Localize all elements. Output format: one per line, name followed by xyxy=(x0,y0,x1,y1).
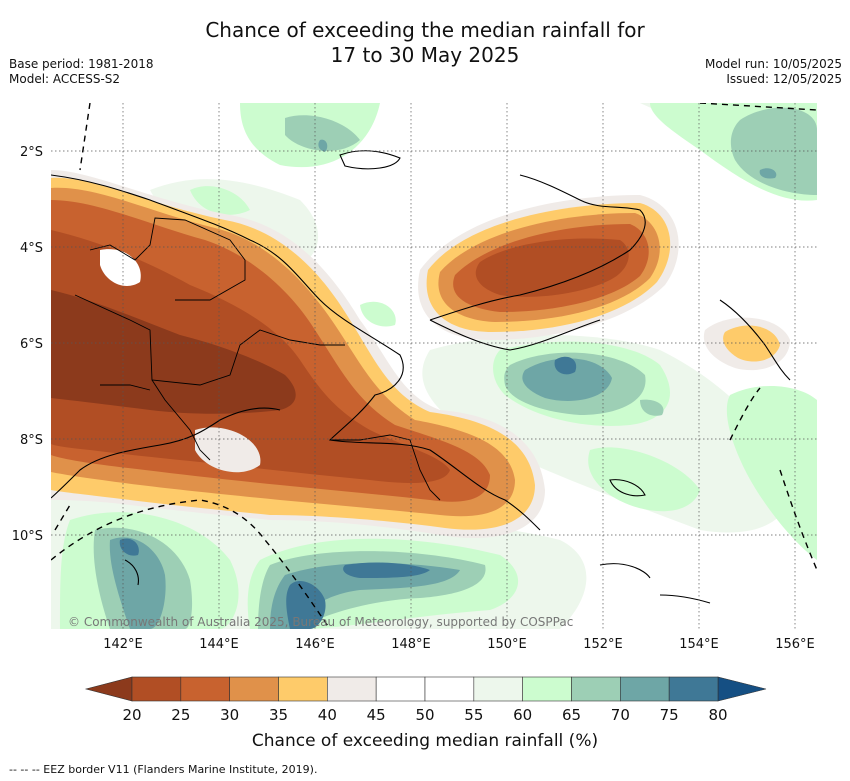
lon-label-150e: 150°E xyxy=(487,637,527,652)
colorbar-segment-25-30 xyxy=(180,676,230,702)
model-name: Model: ACCESS-S2 xyxy=(9,72,121,86)
lon-label-142e: 142°E xyxy=(103,637,143,652)
colorbar-tick-65: 65 xyxy=(562,706,581,724)
lon-label-144e: 144°E xyxy=(199,637,239,652)
lon-label-154e: 154°E xyxy=(679,637,719,652)
colorbar-segment-60-65 xyxy=(522,676,572,702)
lat-label-2s: 2°S xyxy=(20,145,43,160)
lat-label-4s: 4°S xyxy=(20,241,43,256)
eez-borders xyxy=(51,103,817,629)
contour-25-new-britain xyxy=(475,238,629,297)
contour-50-pocket xyxy=(100,249,141,286)
province-borders xyxy=(74,217,441,501)
colorbar-tick-70: 70 xyxy=(611,706,630,724)
colorbar-segment-30-35 xyxy=(229,676,279,702)
colorbar-segments xyxy=(131,676,719,702)
colorbar-tick-45: 45 xyxy=(367,706,386,724)
colorbar-tick-55: 55 xyxy=(464,706,483,724)
colorbar-segment-20-25 xyxy=(131,676,182,702)
contour-70-south xyxy=(109,537,461,629)
lat-label-10s: 10°S xyxy=(12,529,43,544)
lat-label-6s: 6°S xyxy=(20,337,43,352)
coastlines xyxy=(51,150,791,604)
colorbar-segment-55-60 xyxy=(473,676,523,702)
base-period: Base period: 1981-2018 xyxy=(9,57,154,71)
colorbar-segment-40-45 xyxy=(327,676,377,702)
colorbar-segment-70-75 xyxy=(620,676,670,702)
contour-40-bougainville xyxy=(723,325,780,362)
colorbar-segment-65-70 xyxy=(571,676,621,702)
colorbar-ticks: 20 25 30 35 40 45 50 55 60 65 70 75 80 xyxy=(122,706,727,724)
contour-65-north-east xyxy=(285,107,817,195)
colorbar-tick-20: 20 xyxy=(122,706,141,724)
longitude-labels: 142°E 144°E 146°E 148°E 150°E 152°E 154°… xyxy=(103,637,815,652)
colorbar-tick-25: 25 xyxy=(171,706,190,724)
latitude-labels: 2°S 4°S 6°S 8°S 10°S xyxy=(12,145,43,544)
contour-75-central xyxy=(554,356,577,375)
eez-legend: -- -- -- EEZ border V11 (Flanders Marine… xyxy=(9,763,318,776)
colorbar: 20 25 30 35 40 45 50 55 60 65 70 75 80 xyxy=(84,676,767,724)
contour-70-central xyxy=(522,358,612,401)
lon-label-146e: 146°E xyxy=(295,637,335,652)
model-run: Model run: 10/05/2025 xyxy=(704,57,842,71)
contour-55-north xyxy=(150,103,817,270)
colorbar-label: Chance of exceeding median rainfall (%) xyxy=(251,731,599,751)
title-line-2: 17 to 30 May 2025 xyxy=(330,43,520,67)
lon-label-152e: 152°E xyxy=(583,637,623,652)
colorbar-tick-75: 75 xyxy=(660,706,679,724)
colorbar-over-arrow xyxy=(717,676,767,702)
contour-60-central xyxy=(360,301,817,560)
colorbar-segment-45-50 xyxy=(375,676,426,702)
issued-date: Issued: 12/05/2025 xyxy=(726,72,842,86)
meta-left: Base period: 1981-2018 Model: ACCESS-S2 xyxy=(9,57,154,87)
lon-label-148e: 148°E xyxy=(391,637,431,652)
colorbar-tick-35: 35 xyxy=(269,706,288,724)
colorbar-segment-75-80 xyxy=(668,676,719,702)
colorbar-segment-35-40 xyxy=(278,676,328,702)
colorbar-tick-80: 80 xyxy=(708,706,727,724)
colorbar-tick-50: 50 xyxy=(415,706,434,724)
colorbar-tick-40: 40 xyxy=(318,706,337,724)
title-line-1: Chance of exceeding the median rainfall … xyxy=(205,18,645,42)
copyright-notice: © Commonwealth of Australia 2025, Bureau… xyxy=(68,615,573,629)
contour-45-pocket xyxy=(195,427,261,473)
map-title: Chance of exceeding the median rainfall … xyxy=(0,18,850,68)
colorbar-tick-30: 30 xyxy=(220,706,239,724)
lat-label-8s: 8°S xyxy=(20,433,43,448)
colorbar-under-arrow xyxy=(84,676,133,702)
colorbar-segment-50-55 xyxy=(424,676,475,702)
lon-label-156e: 156°E xyxy=(775,637,815,652)
colorbar-tick-60: 60 xyxy=(513,706,532,724)
contour-25-dry-main xyxy=(51,230,450,483)
contour-20-dry-main xyxy=(51,290,296,414)
meta-right: Model run: 10/05/2025 Issued: 12/05/2025 xyxy=(705,57,842,87)
